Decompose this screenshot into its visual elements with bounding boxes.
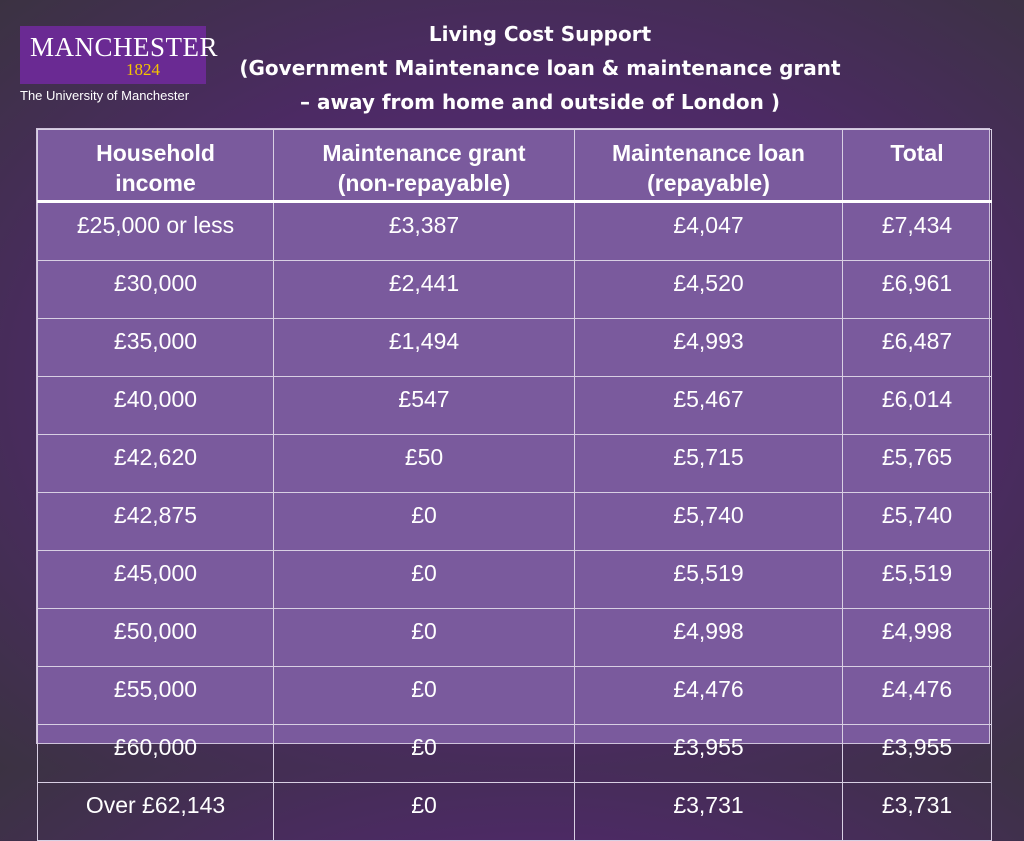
header-line: income — [115, 170, 196, 196]
table-row: £40,000 £547 £5,467 £6,014 — [37, 376, 992, 435]
cell-income: £45,000 — [37, 550, 274, 609]
header-maintenance-loan: Maintenance loan (repayable) — [574, 129, 843, 203]
cell-loan: £5,519 — [574, 550, 843, 609]
cell-loan: £4,993 — [574, 318, 843, 377]
cell-total: £6,487 — [842, 318, 992, 377]
header-line: Total — [890, 140, 944, 166]
cell-total: £4,476 — [842, 666, 992, 725]
cell-income: £25,000 or less — [37, 201, 274, 261]
cell-loan: £4,998 — [574, 608, 843, 667]
cell-loan: £4,047 — [574, 201, 843, 261]
header-line: (non-repayable) — [337, 170, 511, 196]
header-line: Maintenance grant — [322, 140, 526, 166]
cell-income: £60,000 — [37, 724, 274, 783]
table-row: £60,000 £0 £3,955 £3,955 — [37, 724, 992, 783]
cell-grant: £0 — [273, 492, 575, 551]
header-line: Household — [96, 140, 215, 166]
cell-grant: £0 — [273, 782, 575, 841]
data-table: Household income Maintenance grant (non-… — [37, 129, 992, 841]
cell-loan: £5,740 — [574, 492, 843, 551]
title-line-1: Living Cost Support — [428, 22, 652, 46]
cell-income: £50,000 — [37, 608, 274, 667]
cell-loan: £3,731 — [574, 782, 843, 841]
cell-total: £6,014 — [842, 376, 992, 435]
header-line: Maintenance loan — [612, 140, 805, 166]
cell-income: £55,000 — [37, 666, 274, 725]
cell-grant: £1,494 — [273, 318, 575, 377]
table-row: £42,620 £50 £5,715 £5,765 — [37, 434, 992, 493]
logo-wordmark: MANCHESTER — [30, 32, 219, 62]
cell-income: £35,000 — [37, 318, 274, 377]
table-row: Over £62,143 £0 £3,731 £3,731 — [37, 782, 992, 841]
table-row: £35,000 £1,494 £4,993 £6,487 — [37, 318, 992, 377]
cell-total: £5,519 — [842, 550, 992, 609]
cell-loan: £4,476 — [574, 666, 843, 725]
cell-grant: £0 — [273, 550, 575, 609]
cell-income: Over £62,143 — [37, 782, 274, 841]
title-line-3: – away from home and outside of London ) — [300, 90, 780, 114]
header-line: (repayable) — [647, 170, 770, 196]
title-line-2: (Government Maintenance loan & maintenan… — [239, 56, 841, 80]
cell-total: £3,955 — [842, 724, 992, 783]
cell-grant: £547 — [273, 376, 575, 435]
cell-income: £42,620 — [37, 434, 274, 493]
header-total: Total — [842, 129, 992, 203]
table-header-row: Household income Maintenance grant (non-… — [37, 129, 992, 203]
cell-total: £3,731 — [842, 782, 992, 841]
cell-total: £7,434 — [842, 201, 992, 261]
cell-grant: £50 — [273, 434, 575, 493]
table-row: £45,000 £0 £5,519 £5,519 — [37, 550, 992, 609]
cell-loan: £5,715 — [574, 434, 843, 493]
table-row: £25,000 or less £3,387 £4,047 £7,434 — [37, 201, 992, 261]
cell-loan: £5,467 — [574, 376, 843, 435]
cell-loan: £4,520 — [574, 260, 843, 319]
logo-caption: The University of Manchester — [20, 88, 190, 103]
cell-grant: £0 — [273, 608, 575, 667]
cell-income: £40,000 — [37, 376, 274, 435]
header-household-income: Household income — [37, 129, 274, 203]
table-row: £42,875 £0 £5,740 £5,740 — [37, 492, 992, 551]
university-logo: MANCHESTER 1824 — [20, 26, 218, 84]
table-row: £55,000 £0 £4,476 £4,476 — [37, 666, 992, 725]
cell-grant: £0 — [273, 724, 575, 783]
logo-year: 1824 — [126, 60, 160, 79]
cell-total: £6,961 — [842, 260, 992, 319]
cell-grant: £0 — [273, 666, 575, 725]
cell-income: £30,000 — [37, 260, 274, 319]
table-row: £30,000 £2,441 £4,520 £6,961 — [37, 260, 992, 319]
cell-total: £5,740 — [842, 492, 992, 551]
cell-loan: £3,955 — [574, 724, 843, 783]
header-maintenance-grant: Maintenance grant (non-repayable) — [273, 129, 575, 203]
cell-grant: £3,387 — [273, 201, 575, 261]
cell-total: £5,765 — [842, 434, 992, 493]
slide-title: Living Cost Support (Government Maintena… — [210, 17, 870, 119]
table-row: £50,000 £0 £4,998 £4,998 — [37, 608, 992, 667]
living-cost-table: Household income Maintenance grant (non-… — [36, 128, 992, 841]
cell-income: £42,875 — [37, 492, 274, 551]
cell-total: £4,998 — [842, 608, 992, 667]
cell-grant: £2,441 — [273, 260, 575, 319]
